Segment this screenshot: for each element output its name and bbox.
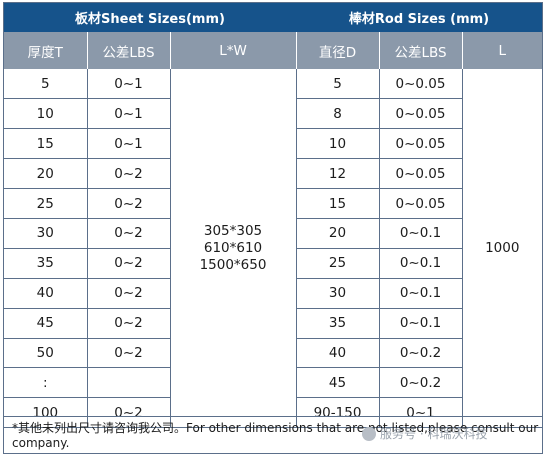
table-row: 15 0~1 10 0~0.05 [4,128,542,160]
thickness-cell: 45 [4,308,88,339]
sheet-title: 板材Sheet Sizes(mm) [4,3,297,32]
sheet-tolerance-cell: 0~1 [87,98,171,130]
watermark: 服务号 · 科瑞沃科技 [362,425,487,442]
size-table: 板材Sheet Sizes(mm) 棒材Rod Sizes (mm) 厚度T 公… [4,3,543,429]
sheet-size-value: 610*610 [203,239,263,256]
diameter-cell: 12 [296,158,380,190]
diameter-cell: 40 [296,338,380,369]
sheet-tolerance-cell: 0~1 [87,128,171,160]
diameter-cell: 25 [296,248,380,279]
rod-tolerance-cell: 0~0.1 [379,278,463,309]
diameter-cell: 10 [296,128,380,160]
thickness-cell: 10 [4,98,88,130]
header-length: L [461,32,543,69]
diameter-cell: 45 [296,367,380,399]
rod-tolerance-cell: 0~1 [379,397,463,429]
thickness-cell: 15 [4,128,88,160]
rod-tolerance-cell: 0~0.05 [379,98,463,130]
table-row: 50 0~2 40 0~0.2 [4,338,542,369]
table-row: 25 0~2 15 0~0.05 [4,188,542,219]
rod-tolerance-cell: 0~0.1 [379,308,463,339]
sheet-size-cell: 305*305 610*610 1500*650 [170,69,297,429]
table-row: 45 0~2 35 0~0.1 [4,308,542,339]
rod-title: 棒材Rod Sizes (mm) [296,3,543,32]
rod-tolerance-cell: 0~0.2 [379,338,463,369]
diameter-cell: 5 [296,69,380,100]
header-sheet-tolerance: 公差LBS [86,32,170,69]
sheet-size-value: 305*305 [203,222,263,239]
sheet-tolerance-cell [87,367,171,399]
diameter-cell: 20 [296,218,380,249]
rod-tolerance-cell: 0~0.05 [379,188,463,219]
table-row: 20 0~2 12 0~0.05 [4,158,542,190]
thickness-cell: : [4,367,88,399]
diameter-cell: 8 [296,98,380,130]
thickness-cell: 35 [4,248,88,279]
thickness-cell: 25 [4,188,88,219]
sheet-tolerance-cell: 0~2 [87,397,171,429]
sheet-tolerance-cell: 0~2 [87,278,171,309]
header-rod-tolerance: 公差LBS [378,32,463,69]
thickness-cell: 30 [4,218,88,249]
table-row: 5 0~1 305*305 610*610 1500*650 5 0~0.05 1000 [4,69,543,429]
rod-tolerance-cell: 0~0.05 [379,69,463,100]
sheet-tolerance-cell: 0~2 [87,188,171,219]
header-lw: L*W [169,32,297,69]
sheet-tolerance-cell: 0~2 [87,248,171,279]
rod-tolerance-cell: 0~0.05 [379,158,463,190]
table-row: 30 0~2 20 0~0.1 [4,218,542,249]
header-diameter: 直径D [295,32,380,69]
sheet-tolerance-cell: 0~2 [87,158,171,190]
rod-tolerance-cell: 0~0.05 [379,128,463,160]
thickness-cell: 50 [4,338,88,369]
rod-length-cell: 1000 [462,69,543,429]
table-row: : 45 0~0.2 [4,367,542,399]
sheet-tolerance-cell: 0~1 [87,69,171,100]
wechat-icon [362,426,376,441]
watermark-text: 服务号 · 科瑞沃科技 [380,427,488,441]
table-row: 35 0~2 25 0~0.1 [4,248,542,279]
footnote: *其他未列出尺寸请咨询我公司。For other dimensions that… [4,416,542,453]
sheet-size-value: 1500*650 [199,256,267,273]
thickness-cell: 5 [4,69,88,100]
table-row: 10 0~1 8 0~0.05 [4,98,542,130]
table-row: 40 0~2 30 0~0.1 [4,278,542,309]
sheet-tolerance-cell: 0~2 [87,308,171,339]
thickness-cell: 40 [4,278,88,309]
sheet-tolerance-cell: 0~2 [87,218,171,249]
diameter-cell: 15 [296,188,380,219]
size-table-container: 板材Sheet Sizes(mm) 棒材Rod Sizes (mm) 厚度T 公… [3,2,543,454]
rod-tolerance-cell: 0~0.1 [379,218,463,249]
diameter-cell: 35 [296,308,380,339]
rod-tolerance-cell: 0~0.2 [379,367,463,399]
thickness-cell: 20 [4,158,88,190]
diameter-cell: 30 [296,278,380,309]
sheet-tolerance-cell: 0~2 [87,338,171,369]
rod-tolerance-cell: 0~0.1 [379,248,463,279]
header-thickness: 厚度T [4,32,87,69]
